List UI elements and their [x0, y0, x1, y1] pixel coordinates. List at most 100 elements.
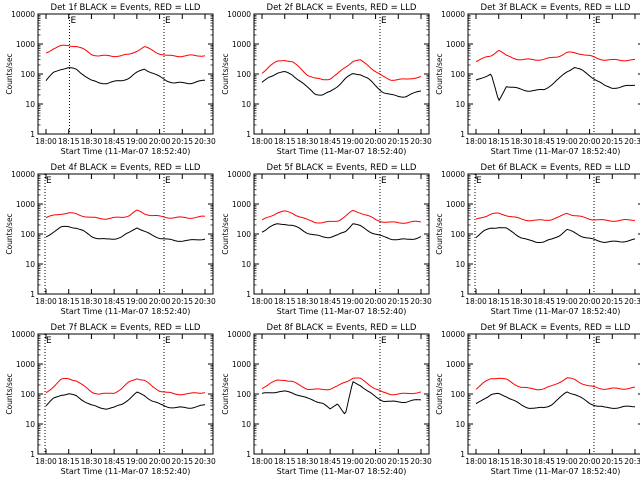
x-tick-label: 20:15 [387, 457, 409, 466]
y-tick-label: 100 [21, 390, 36, 399]
x-tick-label: 18:45 [319, 137, 341, 146]
x-tick-label: 18:00 [35, 297, 57, 306]
y-tick-label: 1000 [232, 360, 251, 369]
series-line-events [45, 225, 206, 242]
event-marker-label: E [46, 176, 52, 186]
y-tick-label: 10000 [441, 170, 465, 179]
y-tick-label: 1 [30, 290, 35, 299]
series-line-lld [475, 377, 636, 391]
x-tick-label: 18:30 [297, 297, 319, 306]
series-line-lld [261, 59, 422, 81]
y-axis-label: Counts/sec [435, 213, 444, 254]
chart-panel-1: Det 1f BLACK = Events, RED = LLD 1 10 100 10… [5, 3, 216, 156]
x-tick-label: 20:30 [410, 297, 432, 306]
y-tick-label: 1000 [446, 200, 465, 209]
series-line-lld [475, 212, 635, 222]
plot-frame [253, 173, 430, 295]
x-tick-label: 20:15 [601, 457, 623, 466]
y-tick-label: 1000 [232, 40, 251, 49]
x-tick-label: 20:00 [579, 297, 601, 306]
x-tick-label: 20:00 [149, 297, 171, 306]
x-tick-label: 19:00 [126, 137, 148, 146]
y-tick-label: 1000 [232, 200, 251, 209]
chart-panel-4: Det 4f BLACK = Events, RED = LLD 1 10 100 10… [5, 163, 216, 316]
event-marker-label: E [381, 176, 387, 186]
x-tick-label: 20:15 [601, 297, 623, 306]
x-tick-label: 20:15 [171, 297, 193, 306]
y-tick-label: 1 [30, 450, 35, 459]
plot-frame [467, 13, 640, 135]
y-tick-label: 10000 [441, 10, 465, 19]
chart-panel-2: Det 2f BLACK = Events, RED = LLD 1 10 100 10… [221, 3, 432, 156]
x-tick-label: 18:45 [319, 297, 341, 306]
series-line-events [45, 391, 206, 410]
x-tick-label: 18:00 [251, 297, 273, 306]
x-axis-label: Start Time (11-Mar-07 18:52:40) [491, 467, 621, 476]
chart-title: Det 7f BLACK = Events, RED = LLD [51, 323, 201, 333]
y-tick-label: 10000 [227, 170, 251, 179]
x-tick-label: 20:00 [365, 297, 387, 306]
x-tick-label: 18:15 [488, 137, 510, 146]
y-tick-label: 1 [460, 290, 465, 299]
y-tick-label: 10000 [11, 330, 35, 339]
y-tick-label: 1 [460, 450, 465, 459]
x-tick-label: 20:30 [624, 457, 640, 466]
x-tick-label: 18:45 [533, 457, 555, 466]
x-tick-label: 20:00 [365, 137, 387, 146]
y-tick-label: 1000 [446, 360, 465, 369]
x-tick-label: 18:00 [251, 137, 273, 146]
series-line-events [475, 67, 636, 102]
y-tick-label: 10000 [441, 330, 465, 339]
x-axis-label: Start Time (11-Mar-07 18:52:40) [277, 307, 407, 316]
y-tick-label: 1000 [16, 360, 35, 369]
x-tick-label: 20:15 [601, 137, 623, 146]
x-tick-label: 18:30 [81, 457, 103, 466]
y-tick-label: 100 [21, 230, 36, 239]
x-tick-label: 20:30 [194, 457, 216, 466]
x-tick-label: 18:45 [103, 457, 125, 466]
x-tick-label: 18:45 [533, 137, 555, 146]
y-tick-label: 100 [21, 70, 36, 79]
x-tick-label: 19:00 [342, 457, 364, 466]
y-tick-label: 1000 [16, 40, 35, 49]
event-marker-label: E [476, 176, 482, 186]
y-tick-label: 1 [246, 130, 251, 139]
y-tick-label: 10000 [227, 330, 251, 339]
x-axis-label: Start Time (11-Mar-07 18:52:40) [61, 147, 191, 156]
chart-title: Det 2f BLACK = Events, RED = LLD [267, 3, 417, 13]
chart-title: Det 5f BLACK = Events, RED = LLD [267, 163, 417, 173]
series-line-lld [45, 378, 206, 396]
y-tick-label: 1 [460, 130, 465, 139]
event-marker-label: E [595, 16, 601, 26]
y-tick-label: 100 [451, 70, 466, 79]
event-marker-label: E [381, 336, 387, 346]
y-tick-label: 10 [455, 260, 465, 269]
chart-panel-8: Det 8f BLACK = Events, RED = LLD 1 10 100 10… [221, 323, 432, 476]
y-tick-label: 1000 [16, 200, 35, 209]
x-tick-label: 18:30 [511, 297, 533, 306]
y-tick-label: 10 [455, 420, 465, 429]
chart-title: Det 1f BLACK = Events, RED = LLD [51, 3, 201, 13]
y-axis-label: Counts/sec [5, 373, 14, 414]
x-tick-label: 18:30 [297, 457, 319, 466]
y-axis-label: Counts/sec [5, 213, 14, 254]
x-tick-label: 20:30 [410, 137, 432, 146]
y-tick-label: 10 [241, 420, 251, 429]
y-tick-label: 10 [241, 100, 251, 109]
chart-title: Det 3f BLACK = Events, RED = LLD [481, 3, 631, 13]
plot-frame [253, 13, 430, 135]
x-axis-label: Start Time (11-Mar-07 18:52:40) [277, 147, 407, 156]
x-tick-label: 18:15 [274, 137, 296, 146]
y-axis-label: Counts/sec [221, 213, 230, 254]
y-tick-label: 1 [30, 130, 35, 139]
y-tick-label: 10 [25, 260, 35, 269]
x-tick-label: 18:45 [319, 457, 341, 466]
series-line-lld [261, 377, 422, 396]
series-line-lld [45, 44, 206, 58]
series-line-events [261, 380, 422, 415]
chart-panel-7: Det 7f BLACK = Events, RED = LLD 1 10 100 10… [5, 323, 216, 476]
x-tick-label: 20:30 [194, 137, 216, 146]
x-tick-label: 18:30 [81, 137, 103, 146]
event-marker-label: E [595, 176, 601, 186]
